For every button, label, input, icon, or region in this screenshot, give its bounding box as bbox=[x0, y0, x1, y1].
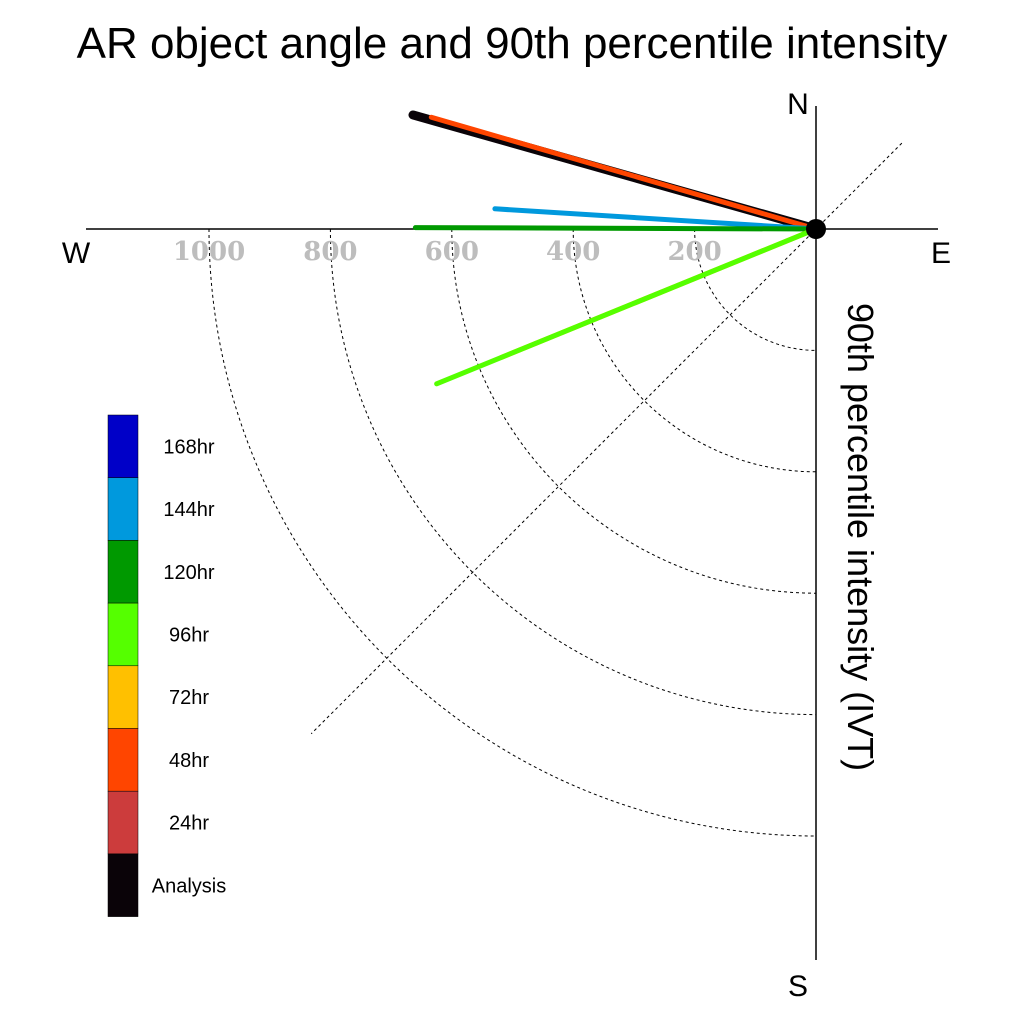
grid-arc bbox=[572, 228, 817, 473]
legend-label: 144hr bbox=[163, 499, 214, 521]
diagonal-reference-line bbox=[310, 142, 903, 735]
grid-arc bbox=[329, 228, 817, 716]
west-label: W bbox=[62, 237, 91, 270]
south-label: S bbox=[788, 970, 808, 1003]
legend-swatch bbox=[107, 853, 139, 917]
legend-label: 48hr bbox=[169, 750, 209, 772]
legend-label: 120hr bbox=[163, 562, 214, 584]
legend-label: 96hr bbox=[169, 624, 209, 646]
east-label: E bbox=[931, 237, 951, 270]
radial-tick-labels: 200 400 600 800 1000 bbox=[173, 237, 722, 267]
legend-label: 168hr bbox=[163, 436, 214, 458]
legend: 168hr 144hr 120hr 96hr 72hr 48hr 24hr Analysis bbox=[107, 414, 226, 917]
radial-tick-label: 400 bbox=[546, 237, 600, 267]
legend-swatch bbox=[107, 540, 139, 604]
intensity-vectors bbox=[408, 110, 821, 387]
legend-swatch bbox=[107, 414, 139, 478]
radial-tick-label: 600 bbox=[425, 237, 479, 267]
legend-swatch bbox=[107, 665, 139, 729]
vector-48hr bbox=[428, 114, 819, 232]
legend-swatch bbox=[107, 728, 139, 792]
grid-arc bbox=[208, 228, 817, 837]
legend-swatch bbox=[107, 477, 139, 541]
vector-144hr bbox=[492, 206, 819, 232]
legend-swatch bbox=[107, 790, 139, 855]
grid-arc bbox=[694, 228, 817, 351]
radial-tick-label: 800 bbox=[303, 237, 357, 267]
origin-dot bbox=[806, 219, 826, 239]
north-label: N bbox=[787, 88, 809, 121]
vector-96hr bbox=[434, 226, 819, 387]
radial-axis-label: 90th percentile intensity (IVT) bbox=[840, 303, 881, 771]
radial-tick-label: 1000 bbox=[173, 237, 245, 267]
grid-arc bbox=[451, 228, 817, 594]
vector-120hr bbox=[412, 225, 819, 232]
legend-label: 24hr bbox=[169, 813, 209, 835]
legend-label: 72hr bbox=[169, 687, 209, 709]
legend-label: Analysis bbox=[152, 875, 226, 897]
chart-title: AR object angle and 90th percentile inte… bbox=[77, 19, 948, 68]
radial-tick-label: 200 bbox=[667, 237, 721, 267]
polar-grid bbox=[208, 142, 903, 837]
legend-swatch bbox=[107, 602, 139, 667]
